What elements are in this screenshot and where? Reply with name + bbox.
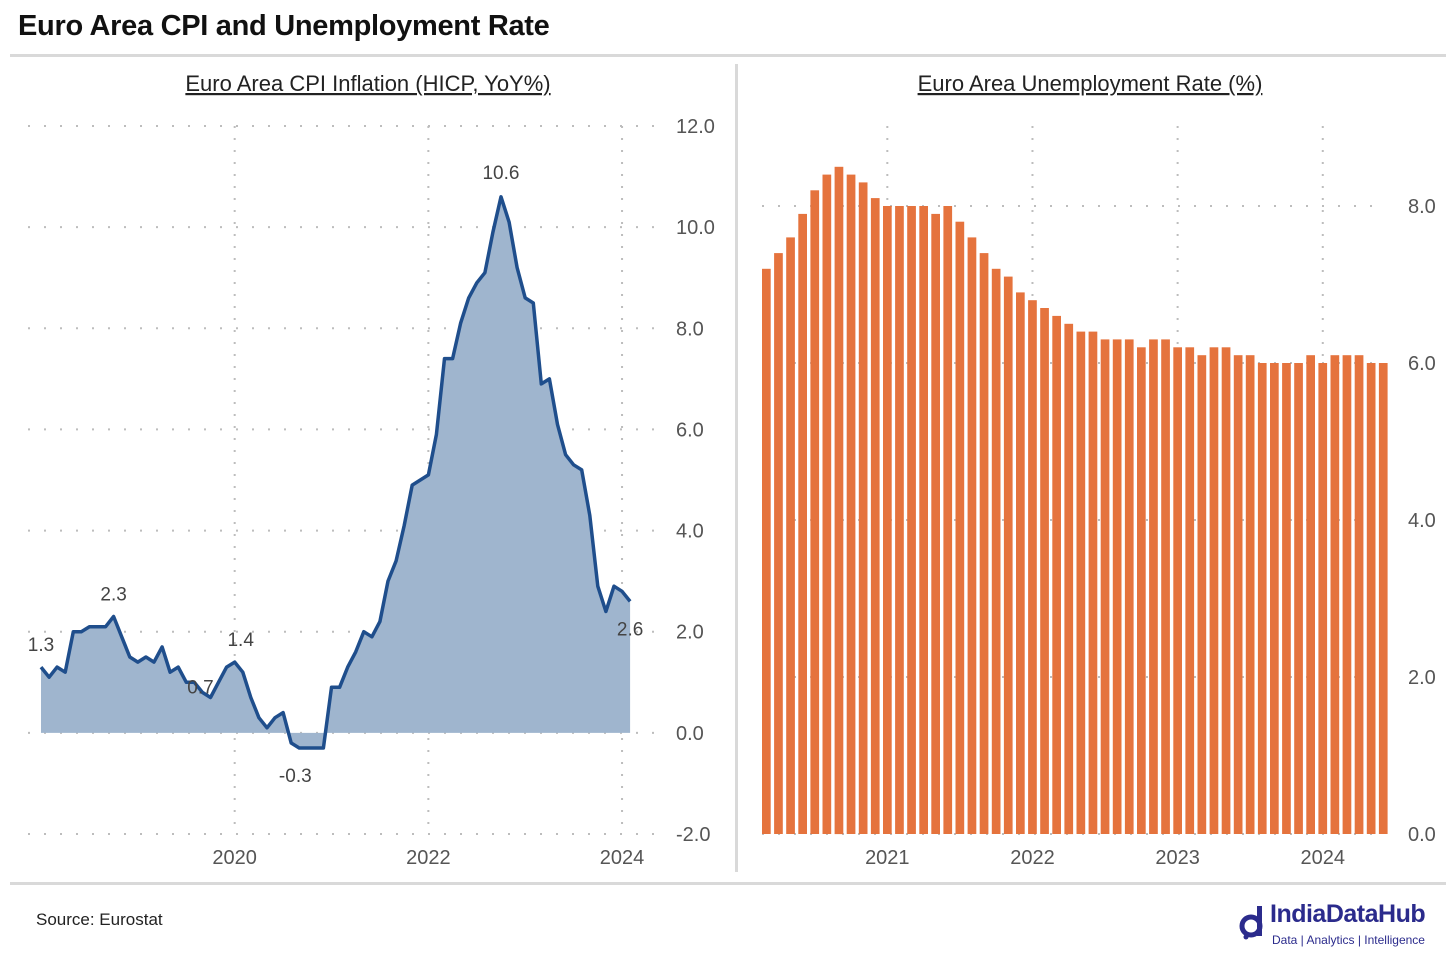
unemp-bar [907, 206, 916, 834]
brand-tagline: Data | Analytics | Intelligence [1272, 933, 1425, 947]
cpi-data-label: 2.3 [100, 585, 126, 606]
unemp-bar [979, 253, 989, 835]
unemp-bar [1137, 347, 1146, 834]
unemp-bar [1161, 339, 1170, 834]
cpi-data-label: 0.7 [187, 677, 213, 698]
unemp-x-tick-label: 2024 [1301, 847, 1346, 869]
cpi-data-label: 2.6 [617, 619, 643, 640]
panel-divider [735, 64, 738, 872]
unemp-bar [810, 190, 820, 835]
unemp-bar [774, 253, 783, 835]
unemp-bar [895, 206, 904, 834]
cpi-x-tick-label: 2022 [406, 847, 451, 869]
unemp-bar [870, 198, 880, 835]
unemp-bar [762, 268, 771, 834]
unemp-bar [1052, 315, 1061, 834]
brand-logo: IndiaDataHub Data | Analytics | Intellig… [1232, 900, 1442, 954]
cpi-data-label: -0.3 [279, 766, 312, 787]
unemp-y-tick-label: 4.0 [1408, 510, 1436, 532]
page-title: Euro Area CPI and Unemployment Rate [18, 10, 550, 42]
unemp-bar [1318, 363, 1328, 834]
unemp-bar [1016, 292, 1025, 834]
unemp-y-tick-label: 6.0 [1408, 353, 1436, 375]
cpi-data-label: 1.4 [227, 630, 254, 651]
source-note: Source: Eurostat [36, 910, 163, 929]
unemp-bar [798, 213, 807, 834]
cpi-y-tick-label: 2.0 [676, 622, 704, 644]
unemp-bar [1149, 339, 1158, 834]
unemp-bar [822, 174, 832, 835]
cpi-area-fill [41, 196, 631, 749]
unemp-chart-title: Euro Area Unemployment Rate (%) [918, 71, 1263, 96]
cpi-y-tick-label: 12.0 [676, 116, 715, 138]
cpi-y-tick-label: -2.0 [676, 824, 710, 846]
cpi-y-tick-label: 10.0 [676, 217, 715, 239]
unemp-bar [786, 237, 795, 834]
unemp-bar [1282, 363, 1291, 834]
unemp-bar [1173, 347, 1182, 834]
unemp-bar [1112, 339, 1122, 834]
unemp-bar [1294, 363, 1303, 834]
unemp-bar [1245, 355, 1255, 834]
unemp-bar [1028, 300, 1037, 834]
unemp-bar [1306, 355, 1315, 834]
unemp-bar [1064, 323, 1074, 835]
unemp-bar [1197, 355, 1207, 834]
unemp-bar [967, 237, 977, 834]
unemp-bar [1076, 331, 1086, 834]
unemp-bar [1221, 347, 1231, 834]
unemp-bar [1100, 339, 1110, 834]
unemp-bar [1233, 355, 1243, 834]
unemp-bar [1257, 363, 1267, 834]
unemp-x-tick-label: 2023 [1155, 847, 1200, 869]
unemp-bar [1040, 308, 1049, 834]
cpi-y-tick-label: 6.0 [676, 419, 704, 441]
unemp-x-tick-label: 2022 [1010, 847, 1055, 869]
unemp-bar [991, 268, 1001, 834]
cpi-y-tick-label: 4.0 [676, 521, 704, 543]
cpi-y-tick-label: 8.0 [676, 318, 704, 340]
cpi-line [39, 195, 632, 750]
unemp-bar [1088, 331, 1098, 834]
unemp-bar [919, 206, 928, 834]
cpi-y-tick-label: 0.0 [676, 723, 704, 745]
cpi-x-tick-label: 2024 [600, 847, 645, 869]
unemp-bar [1270, 363, 1279, 834]
unemp-y-tick-label: 0.0 [1408, 824, 1436, 846]
unemp-bar [1209, 347, 1219, 834]
brand-logo-icon [1239, 906, 1263, 940]
unemp-bar [858, 182, 868, 834]
cpi-x-tick-label: 2020 [212, 847, 257, 869]
unemp-bar [1003, 276, 1013, 835]
unemp-y-tick-label: 8.0 [1408, 196, 1436, 218]
title-divider [10, 54, 1446, 57]
brand-name: IndiaDataHub [1270, 900, 1426, 928]
cpi-chart-title: Euro Area CPI Inflation (HICP, YoY%) [185, 71, 550, 96]
unemp-bar [834, 166, 844, 835]
unemp-y-tick-label: 2.0 [1408, 667, 1436, 689]
unemp-bar [1366, 363, 1376, 834]
unemp-bar [931, 213, 940, 834]
footer-divider [10, 882, 1446, 885]
cpi-data-label: 10.6 [482, 163, 519, 184]
unemp-x-tick-label: 2021 [865, 847, 910, 869]
unemp-bar [943, 206, 953, 834]
unemp-bar [846, 174, 856, 835]
cpi-data-label: 1.3 [28, 635, 54, 656]
unemp-bar [1124, 339, 1134, 834]
unemp-bar [955, 221, 965, 834]
unemp-bar [1354, 355, 1364, 834]
unemp-bar [1342, 355, 1352, 834]
unemp-bar [1185, 347, 1195, 834]
unemp-bar [1330, 355, 1340, 834]
unemp-bar [883, 206, 892, 834]
unemp-bar [1378, 363, 1388, 834]
